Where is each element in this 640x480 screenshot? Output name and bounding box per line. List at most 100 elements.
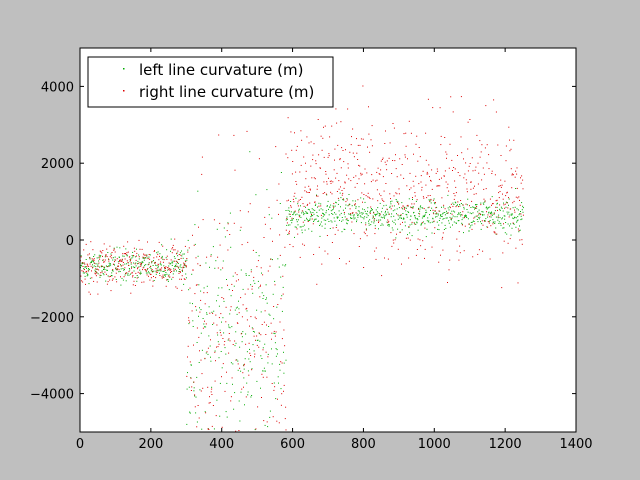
data-point	[142, 267, 144, 269]
data-point	[513, 200, 515, 202]
data-point	[132, 275, 134, 277]
data-point	[357, 144, 359, 146]
data-point	[264, 424, 266, 426]
data-point	[251, 395, 253, 396]
data-point	[339, 158, 341, 160]
data-point	[396, 233, 397, 235]
data-point	[168, 268, 170, 270]
data-point	[317, 206, 318, 208]
data-point	[478, 172, 480, 174]
data-point	[458, 213, 460, 215]
data-point	[374, 213, 376, 215]
data-point	[410, 215, 412, 217]
data-point	[184, 279, 186, 280]
data-point	[255, 252, 257, 253]
data-point	[183, 264, 185, 266]
data-point	[264, 343, 266, 345]
data-point	[126, 260, 128, 262]
data-point	[132, 284, 134, 286]
data-point	[284, 418, 286, 420]
data-point	[517, 282, 519, 284]
data-point	[460, 203, 462, 204]
data-point	[297, 205, 299, 207]
data-point	[323, 156, 325, 158]
data-point	[470, 225, 472, 227]
data-point	[179, 278, 181, 280]
data-point	[113, 248, 115, 250]
data-point	[92, 261, 94, 262]
data-point	[410, 132, 412, 134]
data-point	[115, 272, 117, 274]
data-point	[493, 212, 495, 214]
data-point	[324, 214, 326, 216]
data-point	[247, 391, 249, 393]
data-point	[263, 370, 265, 372]
data-point	[522, 179, 524, 181]
data-point	[144, 257, 146, 259]
data-point	[517, 209, 519, 211]
data-point	[414, 217, 416, 219]
data-point	[509, 139, 510, 141]
data-point	[446, 217, 448, 219]
data-point	[325, 171, 327, 172]
data-point	[158, 259, 160, 261]
data-point	[217, 341, 219, 343]
data-point	[162, 245, 164, 247]
data-point	[326, 194, 328, 196]
data-point	[87, 269, 89, 271]
data-point	[273, 382, 275, 384]
data-point	[128, 265, 130, 266]
data-point	[120, 264, 121, 266]
data-point	[413, 203, 415, 205]
data-point	[135, 272, 137, 274]
data-point	[83, 262, 85, 264]
data-point	[259, 296, 261, 298]
data-point	[442, 212, 444, 214]
data-point	[506, 202, 508, 204]
data-point	[506, 211, 508, 213]
data-point	[112, 278, 114, 280]
data-point	[386, 169, 388, 171]
data-point	[333, 169, 335, 171]
data-point	[327, 156, 329, 158]
data-point	[145, 270, 147, 272]
data-point	[120, 268, 122, 270]
data-point	[240, 226, 242, 228]
data-point	[101, 271, 103, 273]
data-point	[168, 268, 170, 270]
data-point	[508, 211, 510, 213]
data-point	[359, 144, 361, 146]
data-point	[210, 356, 211, 358]
data-point	[421, 222, 423, 224]
data-point	[282, 293, 284, 295]
data-point	[393, 215, 395, 217]
data-point	[99, 256, 101, 258]
data-point	[471, 157, 473, 159]
data-point	[343, 212, 345, 213]
data-point	[324, 227, 326, 229]
data-point	[254, 353, 256, 355]
data-point	[295, 149, 297, 151]
data-point	[405, 132, 407, 134]
data-point	[143, 259, 145, 261]
data-point	[461, 224, 463, 226]
data-point	[94, 262, 96, 264]
data-point	[324, 223, 326, 225]
data-point	[347, 220, 349, 222]
data-point	[362, 85, 364, 87]
data-point	[484, 201, 486, 203]
data-point	[92, 264, 93, 266]
data-point	[392, 123, 394, 124]
data-point	[193, 344, 194, 346]
data-point	[464, 225, 466, 227]
data-point	[486, 144, 488, 146]
data-point	[278, 213, 279, 215]
data-point	[134, 267, 136, 269]
data-point	[277, 398, 278, 400]
data-point	[440, 254, 441, 256]
data-point	[378, 215, 380, 217]
data-point	[297, 224, 299, 226]
data-point	[394, 219, 396, 221]
data-point	[404, 221, 406, 223]
data-point	[403, 133, 405, 135]
